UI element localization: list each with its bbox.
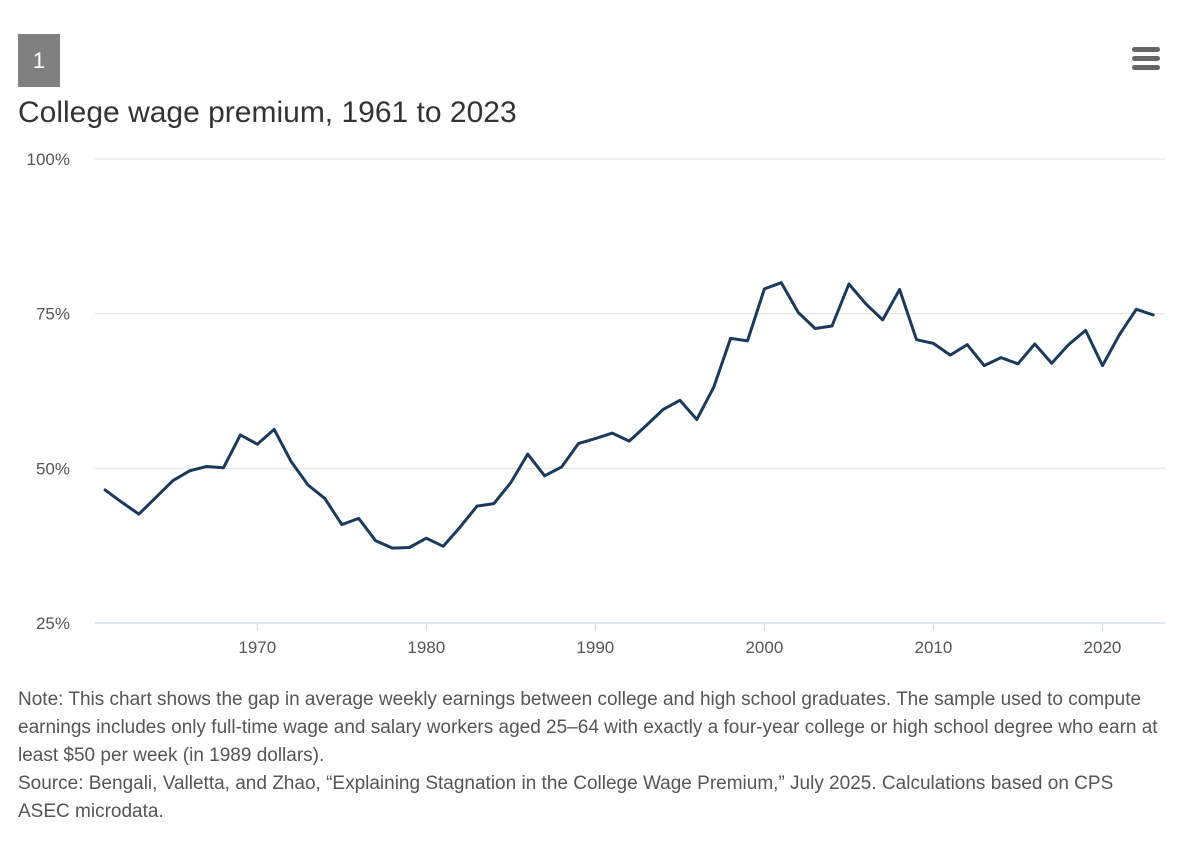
data-point bbox=[949, 354, 952, 357]
y-tick-label: 25% bbox=[36, 614, 70, 633]
chart-source-text: Source: Bengali, Valletta, and Zhao, “Ex… bbox=[18, 773, 1114, 822]
data-point bbox=[526, 453, 529, 456]
data-point bbox=[137, 513, 140, 516]
data-point bbox=[188, 469, 191, 472]
data-point bbox=[408, 546, 411, 549]
data-point bbox=[645, 424, 648, 427]
data-point bbox=[560, 466, 563, 469]
data-point bbox=[290, 460, 293, 463]
data-point bbox=[983, 364, 986, 367]
data-point bbox=[374, 539, 377, 542]
data-point bbox=[1067, 343, 1070, 346]
y-tick-label: 100% bbox=[27, 150, 70, 169]
data-point bbox=[594, 437, 597, 440]
data-point bbox=[476, 505, 479, 508]
data-point bbox=[763, 287, 766, 290]
data-point bbox=[256, 443, 259, 446]
y-tick-label: 50% bbox=[36, 459, 70, 478]
data-point bbox=[340, 523, 343, 526]
x-tick-label: 1970 bbox=[238, 638, 276, 657]
data-point bbox=[830, 325, 833, 328]
data-point bbox=[1033, 342, 1036, 345]
figure-number-badge: 1 bbox=[18, 34, 60, 87]
data-point bbox=[712, 386, 715, 389]
y-tick-label: 75% bbox=[36, 305, 70, 324]
data-point bbox=[678, 399, 681, 402]
data-point bbox=[729, 337, 732, 340]
data-point bbox=[1084, 329, 1087, 332]
data-point bbox=[239, 433, 242, 436]
data-point bbox=[966, 343, 969, 346]
x-tick-label: 1990 bbox=[576, 638, 614, 657]
data-point bbox=[205, 465, 208, 468]
data-point bbox=[391, 547, 394, 550]
data-point bbox=[1152, 313, 1155, 316]
data-point bbox=[1135, 308, 1138, 311]
chart-notes: Note: This chart shows the gap in averag… bbox=[18, 686, 1168, 826]
data-point bbox=[814, 327, 817, 330]
data-point bbox=[492, 502, 495, 505]
data-point bbox=[273, 428, 276, 431]
data-point bbox=[1118, 333, 1121, 336]
data-point bbox=[222, 466, 225, 469]
data-point bbox=[357, 517, 360, 520]
data-point bbox=[661, 408, 664, 411]
data-point bbox=[1000, 356, 1003, 359]
data-point bbox=[628, 440, 631, 443]
chart-note-text: Note: This chart shows the gap in averag… bbox=[18, 689, 1158, 766]
line-chart: 25% 50% 75% 100% 1970 1980 1990 2000 2010 2020 bbox=[27, 150, 1165, 657]
data-point bbox=[1101, 364, 1104, 367]
data-point bbox=[323, 497, 326, 500]
data-point bbox=[780, 281, 783, 284]
data-point bbox=[425, 537, 428, 540]
x-tick-label: 2010 bbox=[915, 638, 953, 657]
data-point bbox=[1050, 362, 1053, 365]
data-point bbox=[509, 481, 512, 484]
x-tick-label: 2020 bbox=[1084, 638, 1122, 657]
menu-bar-icon bbox=[1132, 56, 1160, 61]
data-point bbox=[306, 484, 309, 487]
data-point bbox=[1016, 362, 1019, 365]
data-point bbox=[797, 311, 800, 314]
chart-title: College wage premium, 1961 to 2023 bbox=[18, 96, 517, 129]
data-point bbox=[459, 526, 462, 529]
data-point bbox=[881, 318, 884, 321]
x-tick-label: 1980 bbox=[407, 638, 445, 657]
x-tick-label: 2000 bbox=[745, 638, 783, 657]
data-point bbox=[121, 501, 124, 504]
data-point bbox=[915, 338, 918, 341]
series-line-college-wage-premium bbox=[103, 281, 1155, 550]
data-point bbox=[898, 288, 901, 291]
menu-bar-icon bbox=[1132, 47, 1160, 52]
data-point bbox=[746, 339, 749, 342]
data-point bbox=[577, 442, 580, 445]
data-point bbox=[104, 488, 107, 491]
data-point bbox=[154, 496, 157, 499]
hamburger-menu-icon[interactable] bbox=[1128, 44, 1164, 74]
data-point bbox=[543, 474, 546, 477]
data-point bbox=[864, 302, 867, 305]
data-point bbox=[442, 545, 445, 548]
data-point bbox=[932, 342, 935, 345]
data-point bbox=[611, 432, 614, 435]
data-point bbox=[695, 418, 698, 421]
menu-bar-icon bbox=[1132, 65, 1160, 70]
data-point bbox=[847, 282, 850, 285]
data-point bbox=[171, 479, 174, 482]
